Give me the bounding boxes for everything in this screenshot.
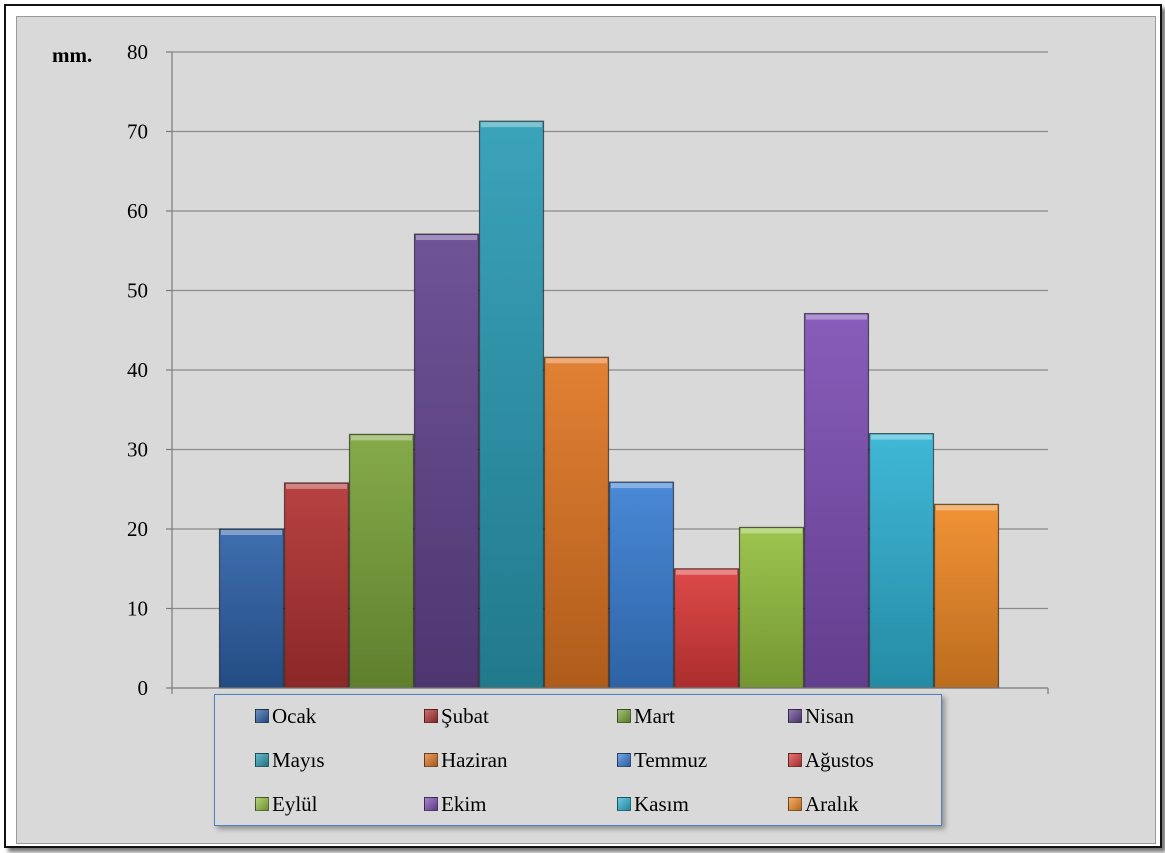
y-tick-label: 40	[127, 358, 148, 382]
bar-Şubat	[283, 482, 350, 689]
legend-item: Ocak	[255, 703, 316, 729]
bars	[218, 120, 1000, 689]
legend-item: Temmuz	[617, 747, 707, 773]
y-tick-label: 20	[127, 517, 148, 541]
legend-label: Temmuz	[634, 747, 708, 772]
y-tick-label: 30	[127, 438, 148, 462]
bar-highlight	[806, 314, 867, 320]
bar-highlight	[611, 483, 672, 489]
bar-Ekim	[803, 312, 870, 689]
bar-Ocak	[218, 528, 285, 689]
bar-Haziran	[543, 356, 610, 689]
legend-swatch	[255, 753, 269, 767]
legend-label: Eylül	[272, 791, 318, 816]
y-tick-labels: 0 10 20 30 40 50 60 70 80	[127, 40, 148, 700]
legend-item: Kasım	[617, 791, 689, 817]
legend-label: Mart	[634, 703, 675, 728]
legend-item: Eylül	[255, 791, 318, 817]
y-tick-label: 0	[138, 676, 149, 700]
legend-item: Ekim	[424, 791, 487, 817]
bar-Mayıs	[478, 120, 545, 689]
legend-item: Ağustos	[788, 747, 874, 773]
bar-Eylül	[738, 526, 805, 689]
bar-highlight	[676, 569, 737, 575]
legend-label: Haziran	[441, 747, 508, 772]
legend-item: Nisan	[788, 703, 854, 729]
legend-label: Nisan	[805, 703, 854, 728]
bar-Ağustos	[673, 568, 740, 689]
bar-Kasım	[868, 433, 935, 689]
bar-highlight	[286, 483, 347, 489]
legend-swatch	[617, 709, 631, 723]
legend-swatch	[255, 709, 269, 723]
legend-label: Ağustos	[805, 747, 874, 772]
legend-swatch	[788, 797, 802, 811]
y-tick-label: 10	[127, 597, 148, 621]
legend-item: Mart	[617, 703, 675, 729]
legend-swatch	[424, 753, 438, 767]
legend-swatch	[424, 709, 438, 723]
legend-swatch	[788, 753, 802, 767]
bar-highlight	[741, 528, 802, 534]
axes	[166, 51, 1049, 694]
y-axis-label: mm.	[52, 43, 93, 67]
y-tick-label: 70	[127, 120, 148, 144]
legend-label: Kasım	[634, 791, 689, 816]
bar-highlight	[416, 235, 477, 241]
legend-item: Aralık	[788, 791, 859, 817]
y-tick-label: 80	[127, 40, 148, 64]
legend-label: Mayıs	[272, 747, 325, 772]
legend-item: Mayıs	[255, 747, 325, 773]
legend-label: Şubat	[441, 703, 489, 728]
legend-label: Ekim	[441, 791, 487, 816]
bar-highlight	[936, 505, 997, 511]
legend-label: Ocak	[272, 703, 317, 728]
legend-swatch	[424, 797, 438, 811]
legend: Ocak Şubat Mart Nisan Mayıs Haziran Temmuz Ağus…	[214, 694, 942, 826]
bar-Temmuz	[608, 481, 675, 689]
legend-item: Haziran	[424, 747, 507, 773]
legend-swatch	[255, 797, 269, 811]
bar-Nisan	[413, 233, 480, 689]
legend-label: Aralık	[805, 791, 859, 816]
bar-Mart	[348, 433, 415, 689]
y-tick-label: 50	[127, 279, 148, 303]
bar-highlight	[871, 434, 932, 440]
y-tick-label: 60	[127, 199, 148, 223]
legend-swatch	[617, 797, 631, 811]
legend-item: Şubat	[424, 703, 489, 729]
bar-highlight	[221, 530, 282, 535]
bar-highlight	[546, 358, 607, 364]
bar-Aralık	[933, 503, 1000, 689]
bar-highlight	[351, 435, 412, 441]
legend-swatch	[617, 753, 631, 767]
bar-highlight	[481, 122, 542, 128]
legend-swatch	[788, 709, 802, 723]
